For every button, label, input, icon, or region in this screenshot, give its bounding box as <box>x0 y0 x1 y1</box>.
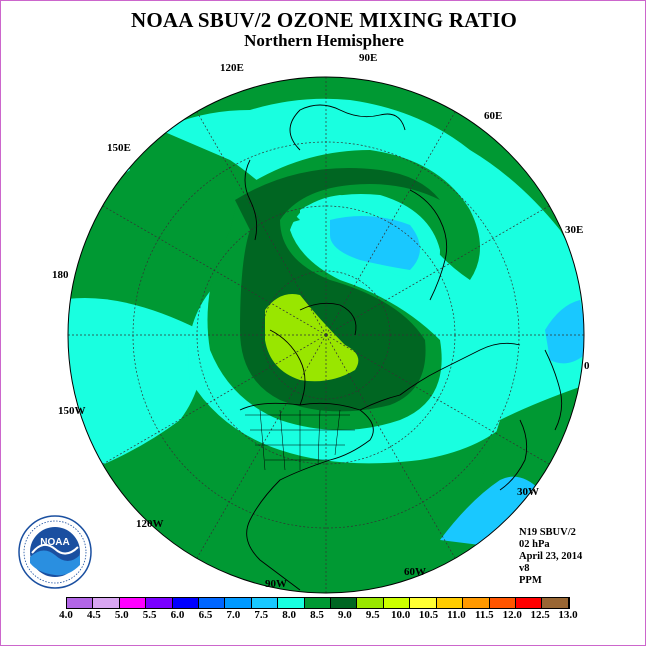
colorbar-swatch <box>410 598 437 608</box>
lon-label-0: 0 <box>584 360 590 372</box>
colorbar-tick-label: 6.5 <box>198 609 213 621</box>
colorbar-swatch <box>304 598 332 608</box>
lon-label-30w: 30W <box>517 486 539 498</box>
colorbar-tick-label: 11.0 <box>447 609 466 621</box>
units-label: PPM <box>519 575 542 586</box>
colorbar-tick-label: 4.5 <box>87 609 101 621</box>
colorbar-swatch <box>172 598 200 608</box>
noaa-logo: NOAA <box>18 515 92 589</box>
lon-label-180: 180 <box>52 269 69 281</box>
colorbar-tick-label: 10.5 <box>418 609 439 621</box>
colorbar-tick-label: 13.0 <box>558 609 578 621</box>
logo-text: NOAA <box>40 537 69 548</box>
band-7.0-7.5-inner <box>330 216 420 270</box>
colorbar-tick-label: 10.0 <box>391 609 411 621</box>
map-border <box>67 76 585 594</box>
colorbar-swatch <box>146 598 173 608</box>
colorbar-tick-label: 8.0 <box>282 609 296 621</box>
lon-label-90e: 90E <box>359 52 378 64</box>
colorbar-tick-label: 5.5 <box>142 609 157 621</box>
colorbar-swatch <box>251 598 279 608</box>
colorbar-tick-label: 5.0 <box>114 609 129 621</box>
lon-label-120e: 120E <box>220 62 244 74</box>
date-label: April 23, 2014 <box>519 551 583 562</box>
colorbar-swatch <box>119 598 147 608</box>
colorbar-swatch <box>225 598 252 608</box>
colorbar-swatch <box>542 598 569 608</box>
colorbar-swatch <box>357 598 384 608</box>
lon-label-150w: 150W <box>58 405 86 417</box>
version-label: v8 <box>519 563 530 574</box>
band-9.0-9.5 <box>265 294 359 382</box>
lon-label-120w: 120W <box>136 518 164 530</box>
colorbar-tick-label: 7.5 <box>254 609 269 621</box>
colorbar-swatch <box>67 598 94 608</box>
pressure-label: 02 hPa <box>519 539 550 550</box>
map-subtitle: Northern Hemisphere <box>244 31 404 50</box>
colorbar-tick-label: 11.5 <box>475 609 494 621</box>
colorbar <box>66 597 570 609</box>
band-7.0-7.5-atlantic <box>440 476 540 545</box>
colorbar-swatch <box>383 598 411 608</box>
lon-label-150e: 150E <box>107 142 131 154</box>
colorbar-tick-label: 12.5 <box>530 609 550 621</box>
colorbar-swatch <box>515 598 543 608</box>
lon-label-60e: 60E <box>484 110 503 122</box>
info-block: N19 SBUV/2 02 hPa April 23, 2014 v8 PPM <box>519 527 582 587</box>
colorbar-swatch <box>199 598 226 608</box>
colorbar-tick-label: 9.0 <box>338 609 352 621</box>
colorbar-swatch <box>463 598 490 608</box>
map-title: NOAA SBUV/2 OZONE MIXING RATIO <box>131 8 517 32</box>
colorbar-swatch <box>489 598 516 608</box>
us-state-lines <box>245 409 355 471</box>
colorbar-swatch <box>436 598 464 608</box>
colorbar-tick-label: 6.0 <box>170 609 185 621</box>
colorbar-tick-label: 12.0 <box>502 609 522 621</box>
colorbar-tick-label: 8.5 <box>310 609 324 621</box>
colorbar-swatch <box>331 598 358 608</box>
colorbar-tick-label: 4.0 <box>59 609 73 621</box>
colorbar-tick-label: 9.5 <box>365 609 380 621</box>
colorbar-swatch <box>278 598 305 608</box>
colorbar-tick-label: 7.0 <box>226 609 241 621</box>
graticule <box>68 77 584 593</box>
lon-label-60w: 60W <box>404 566 426 578</box>
band-7.0-7.5-east <box>545 300 584 364</box>
colorbar-swatch <box>93 598 120 608</box>
lon-label-30e: 30E <box>565 224 584 236</box>
lon-label-90w: 90W <box>265 578 287 590</box>
instrument-label: N19 SBUV/2 <box>519 527 576 538</box>
